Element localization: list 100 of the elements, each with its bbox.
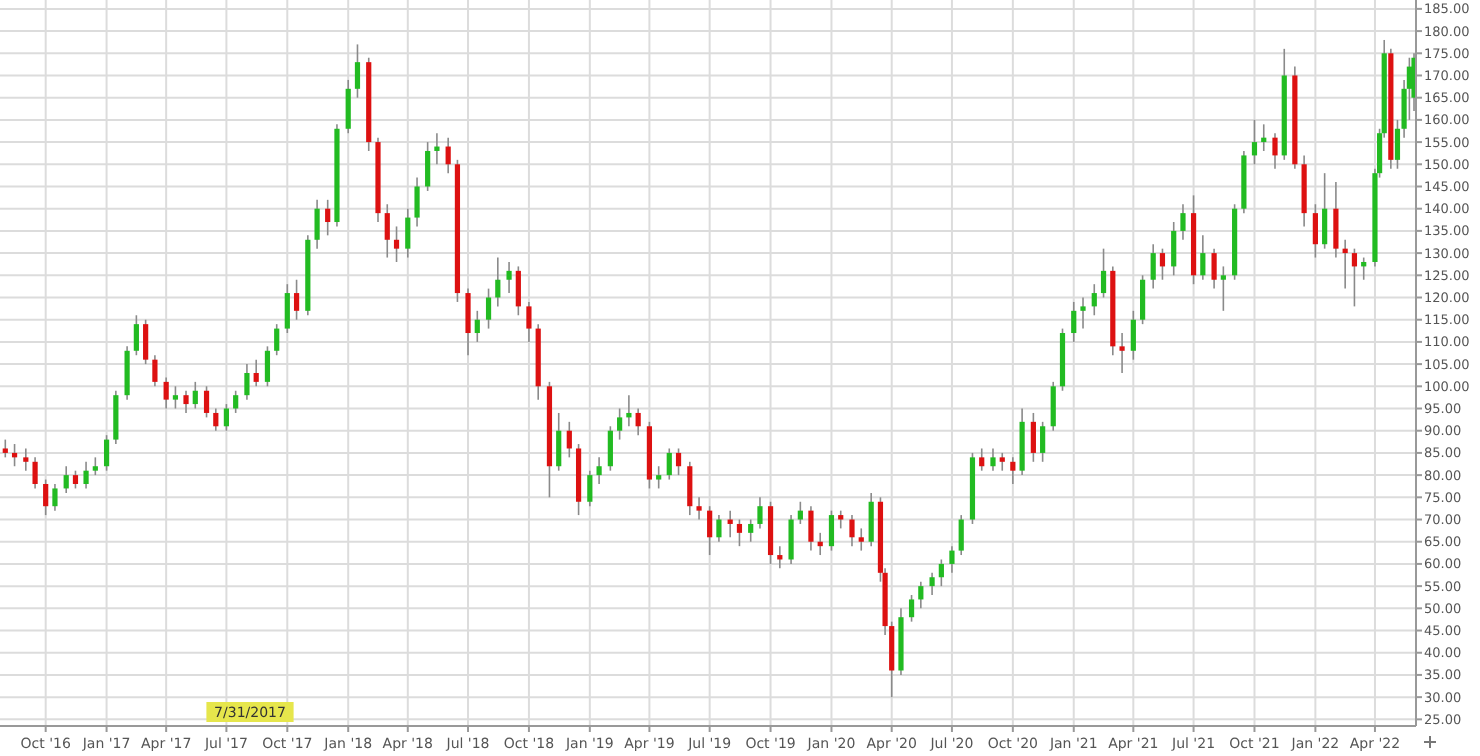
candlestick bbox=[172, 385, 179, 410]
candlestick bbox=[244, 363, 250, 401]
candlestick bbox=[414, 176, 420, 228]
candlestick bbox=[284, 283, 290, 334]
candlestick bbox=[1322, 172, 1328, 250]
candlestick bbox=[858, 527, 864, 552]
candlestick bbox=[1130, 310, 1136, 361]
candlestick bbox=[152, 354, 158, 388]
candlestick bbox=[354, 43, 361, 99]
candlestick bbox=[1030, 412, 1036, 463]
candlestick bbox=[797, 500, 803, 525]
candlestick bbox=[293, 278, 300, 321]
candlestick bbox=[656, 465, 662, 490]
candlestick bbox=[124, 345, 130, 401]
candlestick bbox=[1150, 243, 1156, 290]
candlestick bbox=[133, 314, 139, 357]
candlestick bbox=[1071, 301, 1077, 343]
candlestick bbox=[596, 456, 602, 485]
candlestick bbox=[1050, 381, 1056, 432]
candlestick bbox=[63, 465, 69, 494]
candlestick bbox=[1091, 283, 1097, 317]
candlestick bbox=[757, 496, 763, 530]
candlestick bbox=[908, 594, 915, 623]
candlestick bbox=[83, 461, 89, 490]
candlestick bbox=[23, 447, 29, 472]
candlestick bbox=[808, 505, 814, 552]
candlestick bbox=[393, 225, 400, 263]
candlestick bbox=[556, 412, 562, 472]
candlestick bbox=[979, 447, 985, 472]
candlestick bbox=[495, 256, 501, 308]
candlestick bbox=[506, 261, 512, 294]
candlestick bbox=[607, 425, 613, 472]
candlestick bbox=[325, 199, 331, 237]
candlestick bbox=[849, 514, 855, 547]
candlestick bbox=[617, 407, 623, 441]
candlestick bbox=[1159, 247, 1166, 281]
candlestick bbox=[425, 141, 431, 192]
candlestick bbox=[675, 447, 682, 476]
candlestick bbox=[1211, 247, 1217, 290]
candlestick bbox=[748, 518, 754, 543]
candlestick bbox=[113, 389, 119, 445]
candlestick bbox=[163, 376, 169, 410]
candlestick bbox=[1312, 203, 1318, 259]
candlestick bbox=[192, 381, 198, 410]
candlestick bbox=[707, 505, 713, 556]
candlestick bbox=[696, 496, 702, 521]
candlestick bbox=[143, 318, 149, 365]
candlestick bbox=[223, 403, 229, 432]
candlestick bbox=[1040, 421, 1046, 463]
candlestick bbox=[1010, 456, 1016, 485]
candlestick bbox=[788, 514, 794, 565]
candlestick bbox=[918, 580, 924, 610]
candlestick bbox=[949, 545, 955, 574]
candlestick bbox=[990, 447, 996, 472]
candlestick bbox=[434, 132, 440, 166]
candlestick bbox=[687, 461, 693, 516]
candlestick bbox=[1119, 332, 1125, 374]
candlestick bbox=[384, 203, 390, 259]
candlestick bbox=[1200, 234, 1206, 281]
candlestick bbox=[716, 514, 722, 543]
candlestick bbox=[485, 287, 492, 330]
candlestick bbox=[264, 345, 271, 388]
candlestick bbox=[1251, 119, 1258, 166]
candlestick bbox=[736, 518, 743, 547]
candlestick bbox=[828, 509, 835, 552]
candlestick bbox=[938, 558, 944, 587]
candlestick bbox=[253, 358, 259, 388]
candlestick bbox=[566, 421, 572, 459]
candlestick bbox=[1351, 247, 1358, 308]
candlestick bbox=[526, 301, 532, 343]
candlestick bbox=[213, 407, 219, 432]
candlestick bbox=[445, 136, 451, 174]
candlestick bbox=[958, 514, 964, 556]
candlestick bbox=[103, 434, 110, 472]
candlestick bbox=[465, 287, 471, 357]
candlestick bbox=[515, 265, 521, 317]
candlestick bbox=[999, 452, 1005, 472]
candlestick bbox=[587, 469, 593, 507]
candlestick bbox=[1333, 181, 1339, 259]
candlestick bbox=[43, 478, 49, 516]
candlestick bbox=[1220, 265, 1226, 312]
candlestick bbox=[274, 323, 280, 357]
candlestick bbox=[868, 492, 874, 547]
candlestick bbox=[345, 79, 351, 135]
candlestick bbox=[52, 483, 58, 512]
candlestick bbox=[635, 407, 641, 436]
candlestick bbox=[666, 447, 672, 481]
candlestick bbox=[405, 207, 411, 259]
candlestick bbox=[32, 456, 38, 490]
candlestick bbox=[1272, 132, 1278, 170]
candlestick bbox=[233, 389, 239, 414]
candlestick bbox=[203, 385, 210, 419]
candlestick bbox=[1080, 296, 1086, 330]
candlestick bbox=[1171, 221, 1177, 277]
candlestick bbox=[929, 572, 935, 596]
candlestick bbox=[474, 310, 480, 343]
candlestick bbox=[314, 199, 320, 250]
candlestick bbox=[183, 389, 189, 414]
candlestick bbox=[1100, 247, 1107, 299]
candlestick bbox=[1140, 274, 1146, 325]
